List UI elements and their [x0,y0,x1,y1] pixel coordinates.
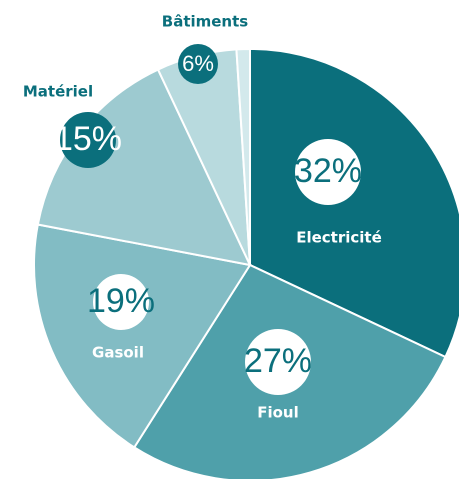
pie-slice [33,223,252,449]
category-label: Fioul [257,404,299,422]
label-badge [178,44,218,84]
category-label: Electricité [296,229,382,247]
category-label: Bâtiments [162,13,249,31]
category-label: Gasoil [92,344,144,362]
category-label: Matériel [23,83,93,101]
label-badge [295,139,361,205]
value-label: 32% [294,152,362,190]
label-badge [60,112,116,168]
value-label: 19% [87,282,155,320]
value-label: 27% [244,342,312,380]
label-badge [245,329,311,395]
value-label: 6% [182,51,214,76]
pie-slice [235,47,251,266]
label-badge [93,274,149,330]
pie-slice [249,47,459,359]
value-label: 15% [54,120,122,158]
